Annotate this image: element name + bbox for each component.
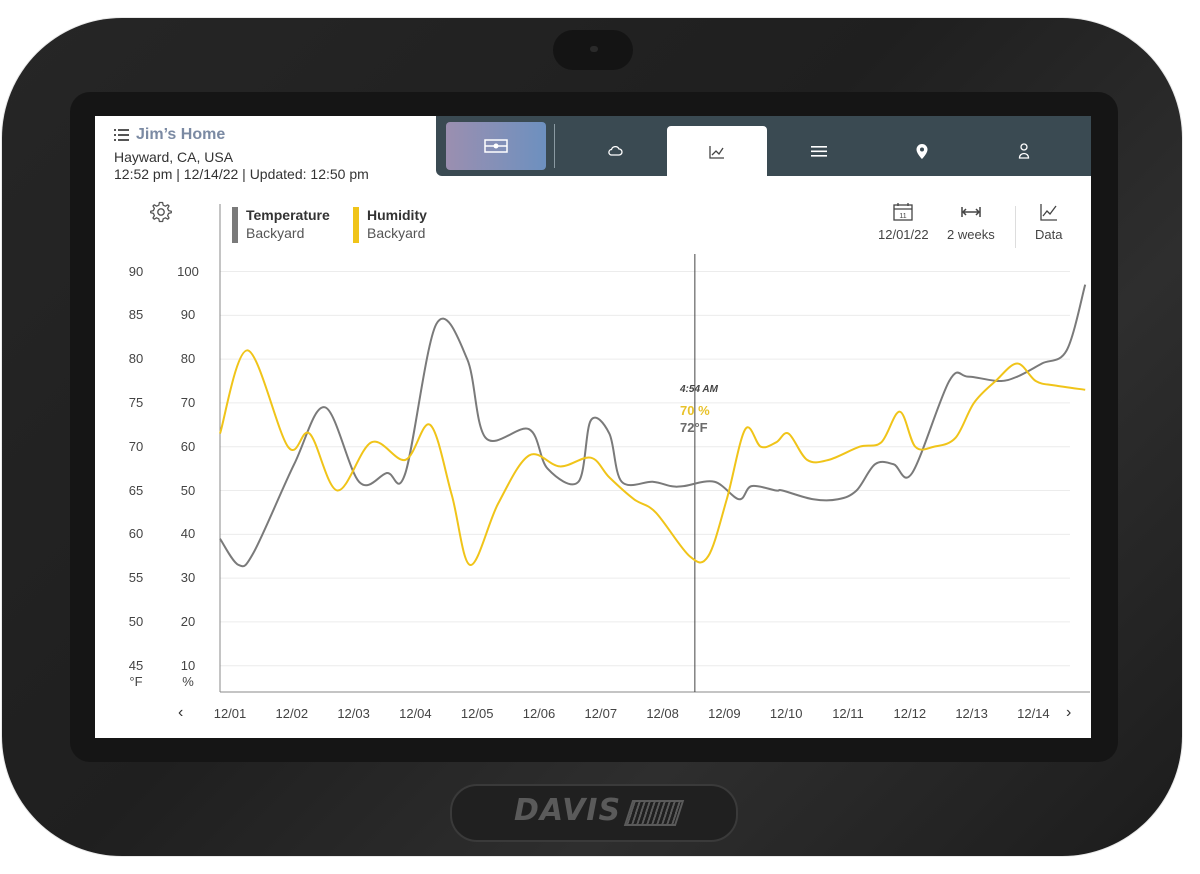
y-left-unit-label: °F — [129, 674, 143, 689]
x-tick-label: 12/05 — [460, 706, 494, 721]
x-tick-label: 12/04 — [399, 706, 432, 721]
series-line-humidity — [219, 349, 1086, 566]
history-line-chart[interactable] — [95, 116, 1091, 738]
data-chart-icon — [1040, 204, 1057, 221]
y-left-tick-label: 55 — [128, 570, 144, 586]
range-width-icon — [961, 207, 981, 217]
app-screen: Jim’s Home Hayward, CA, USA 12:52 pm | 1… — [95, 116, 1091, 738]
y-right-tick-label: 30 — [180, 570, 196, 586]
toolbar-divider — [1015, 206, 1016, 248]
legend-temperature-location: Backyard — [246, 225, 305, 241]
chevron-left-icon[interactable]: ‹ — [178, 704, 184, 721]
x-tick-label: 12/02 — [275, 706, 309, 721]
readout-humidity: 70 % — [680, 403, 710, 418]
tab-list[interactable] — [769, 126, 869, 176]
legend-temperature-name: Temperature — [246, 207, 330, 223]
x-tick-label: 12/10 — [769, 706, 803, 721]
graph-icon — [709, 146, 724, 159]
station-icon — [484, 139, 508, 153]
brand-plate — [450, 784, 738, 842]
y-right-tick-label: 10 — [180, 657, 196, 673]
y-left-tick-label: 85 — [128, 307, 144, 323]
list-menu-icon — [114, 129, 129, 141]
y-right-tick-label: 80 — [180, 351, 196, 367]
tab-graph[interactable] — [667, 126, 767, 178]
x-tick-label: 12/09 — [708, 706, 741, 721]
data-view-button[interactable]: Data — [1035, 203, 1062, 242]
chevron-right-icon[interactable]: › — [1066, 704, 1072, 721]
x-tick-label: 12/12 — [893, 706, 927, 721]
y-right-tick-label: 50 — [180, 482, 196, 498]
cloud-icon — [608, 146, 623, 156]
x-tick-label: 12/03 — [337, 706, 370, 721]
station-tile-button[interactable] — [446, 122, 546, 170]
calendar-icon: 11 — [893, 203, 913, 221]
tab-profile[interactable] — [974, 126, 1074, 176]
home-selector[interactable]: Jim’s Home — [114, 126, 225, 144]
x-tick-label: 12/08 — [646, 706, 679, 721]
davis-logo-stripes — [623, 800, 685, 826]
tab-map[interactable] — [872, 126, 972, 176]
x-tick-label: 12/11 — [832, 706, 864, 721]
y-left-tick-label: 50 — [128, 613, 144, 629]
date-label: 12/01/22 — [878, 227, 929, 242]
legend-temperature[interactable]: Temperature Backyard — [232, 207, 330, 243]
data-label: Data — [1035, 227, 1063, 242]
y-left-tick-label: 60 — [128, 526, 144, 542]
location-text: Hayward, CA, USA — [114, 149, 234, 165]
y-left-tick-label: 45 — [128, 657, 144, 673]
y-right-tick-label: 60 — [180, 438, 196, 454]
series-line-temperature — [219, 284, 1087, 568]
legend-humidity-location: Backyard — [367, 225, 426, 241]
y-right-unit-label: % — [182, 674, 194, 689]
user-icon — [1018, 143, 1030, 159]
cursor-readout: 4:54 AM 70 % 72°F — [680, 384, 718, 435]
y-left-tick-label: 75 — [128, 394, 144, 410]
legend-swatch-humidity — [353, 207, 359, 243]
readout-temperature: 72°F — [680, 420, 708, 435]
settings-gear-icon[interactable] — [150, 201, 172, 223]
x-tick-label: 12/14 — [1017, 706, 1050, 721]
y-left-tick-label: 80 — [128, 351, 144, 367]
list-icon — [811, 145, 827, 157]
top-nav-bar — [436, 116, 1091, 178]
x-tick-label: 12/06 — [522, 706, 556, 721]
y-right-tick-label: 100 — [177, 263, 199, 279]
y-left-tick-label: 90 — [128, 263, 144, 279]
nav-divider — [554, 124, 555, 168]
y-left-tick-label: 70 — [128, 438, 144, 454]
legend-humidity[interactable]: Humidity Backyard — [353, 207, 427, 243]
tab-weather[interactable] — [565, 126, 665, 176]
y-right-tick-label: 40 — [180, 526, 196, 542]
calendar-day-number: 11 — [900, 213, 907, 220]
readout-time: 4:54 AM — [680, 384, 718, 395]
range-selector-button[interactable]: 2 weeks — [947, 203, 995, 242]
legend-swatch-temperature — [232, 207, 238, 243]
range-label: 2 weeks — [947, 227, 995, 242]
x-tick-label: 12/13 — [955, 706, 988, 721]
time-updated-text: 12:52 pm | 12/14/22 | Updated: 12:50 pm — [114, 166, 369, 182]
y-right-tick-label: 70 — [180, 394, 196, 410]
map-pin-icon — [916, 143, 928, 159]
legend-humidity-name: Humidity — [367, 207, 427, 223]
y-left-tick-label: 65 — [128, 482, 144, 498]
x-tick-label: 12/01 — [213, 706, 247, 721]
davis-logo: DAVIS — [514, 793, 622, 828]
y-right-tick-label: 90 — [180, 307, 196, 323]
home-name: Jim’s Home — [136, 126, 226, 143]
y-right-tick-label: 20 — [180, 613, 196, 629]
date-picker-button[interactable]: 11 12/01/22 — [878, 203, 929, 242]
x-tick-label: 12/07 — [584, 706, 618, 721]
camera-lens — [590, 46, 598, 52]
